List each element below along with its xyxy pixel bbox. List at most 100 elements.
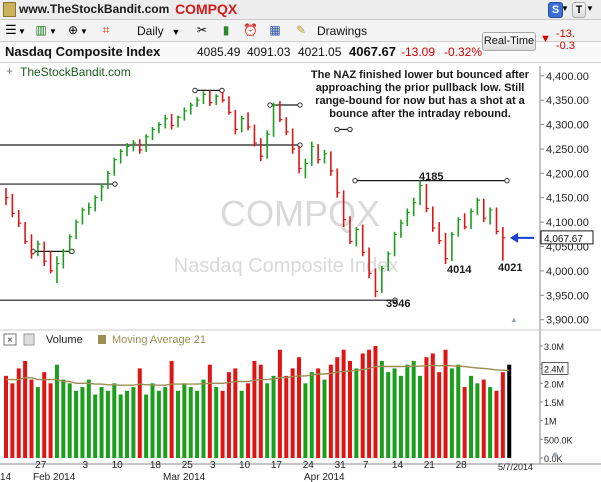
- x-tick-label: 14: [392, 460, 404, 471]
- volume-bar: [411, 360, 416, 458]
- volume-bar: [481, 379, 486, 458]
- social-t-button[interactable]: T: [572, 2, 586, 18]
- volume-tick-label: 1M: [544, 417, 557, 427]
- volume-bar: [475, 383, 480, 458]
- chevron-down-icon[interactable]: ▼: [561, 4, 569, 13]
- x-tick-label: 24: [303, 460, 315, 471]
- volume-bar: [226, 372, 231, 458]
- volume-bar: [354, 368, 359, 458]
- x-tick-label: 21: [424, 460, 436, 471]
- side-change: -13.: [556, 28, 575, 40]
- volume-bar: [42, 372, 47, 458]
- volume-bar: [418, 375, 423, 458]
- volume-bar: [386, 372, 391, 458]
- close-icon-glyph: ×: [7, 335, 13, 346]
- volume-bar: [335, 357, 340, 458]
- x-tick-label: 18: [150, 460, 162, 471]
- x-tick-label: 17: [271, 460, 283, 471]
- line-handle: [297, 102, 303, 108]
- volume-bar: [430, 353, 435, 458]
- volume-bar: [169, 360, 174, 458]
- chevron-down-icon[interactable]: ▼: [586, 4, 594, 13]
- chart-icon: [3, 2, 16, 17]
- y-tick-label: 4,150.00: [546, 193, 589, 205]
- symbol-label[interactable]: COMPQX: [175, 1, 238, 17]
- site-label: TheStockBandit.com: [20, 65, 131, 79]
- realtime-button[interactable]: Real-Time: [482, 32, 536, 51]
- volume-bar: [290, 368, 295, 458]
- toolbar: ☰ ▼ ▥ ▼ ⊕ ▼ ⌗ Daily ▼ ✂ ▮ ⏰ ▦ ✎ Drawings: [0, 20, 601, 42]
- plus-icon: +: [6, 64, 13, 78]
- volume-bar: [462, 387, 467, 458]
- last-price-label: 4,067.67: [544, 234, 583, 245]
- volume-bar: [156, 390, 161, 458]
- x-tick-label: 10: [112, 460, 124, 471]
- volume-bar: [86, 379, 91, 458]
- volume-bar: [118, 394, 123, 458]
- note-icon[interactable]: ✎: [295, 23, 307, 37]
- annotation-line: range-bound for now but has a shot at a: [315, 95, 525, 107]
- volume-bar: [500, 372, 505, 458]
- line-handle: [267, 102, 273, 108]
- volume-bar: [16, 368, 21, 458]
- watermark-symbol: COMPQX: [220, 193, 380, 234]
- volume-ma-box: [541, 361, 569, 375]
- volume-bar: [35, 387, 40, 458]
- volume-bar: [137, 368, 142, 458]
- blue-arrow-icon: [510, 232, 518, 243]
- x-tick-label: 10: [239, 460, 251, 471]
- chevron-down-icon[interactable]: ▼: [49, 27, 57, 36]
- overlay-icon[interactable]: ⌗: [102, 23, 110, 37]
- close-icon: [3, 333, 17, 346]
- y-tick-label: 4,400.00: [546, 71, 589, 83]
- x-month-label: Mar 2014: [163, 472, 206, 482]
- calendar-icon[interactable]: ▦: [269, 23, 281, 37]
- volume-bar: [316, 368, 321, 458]
- indicators-icon[interactable]: ▮: [222, 23, 230, 37]
- ma-legend-title: Moving Average 21: [112, 334, 206, 346]
- x-month-label: Feb 2014: [33, 472, 76, 482]
- y-tick-label: 3,900.00: [546, 315, 589, 327]
- volume-bar: [54, 364, 59, 458]
- volume-bar: [252, 360, 257, 458]
- level-label: 4021: [498, 262, 522, 274]
- quote-last: 4067.67: [349, 44, 396, 59]
- volume-bar: [398, 375, 403, 458]
- volume-tick-label: 1.5M: [544, 398, 564, 408]
- volume-bar: [322, 379, 327, 458]
- volume-bar: [195, 390, 200, 458]
- alarm-clock-icon[interactable]: ⏰: [243, 23, 258, 37]
- quote-change-pct: -0.32%: [444, 45, 483, 59]
- chevron-down-icon[interactable]: ▼: [171, 27, 181, 37]
- volume-bar: [4, 375, 8, 458]
- y-tick-label: 3,950.00: [546, 290, 589, 302]
- quote-low: 4021.05: [298, 45, 342, 59]
- volume-bar: [405, 364, 410, 458]
- drawings-button[interactable]: Drawings: [317, 24, 368, 38]
- title-bar: www.TheStockBandit.com COMPQX S ▼ T ▼: [0, 0, 601, 20]
- list-icon[interactable]: ☰: [5, 22, 17, 37]
- interval-select[interactable]: Daily: [137, 24, 164, 38]
- zoom-icon[interactable]: ⊕: [67, 23, 79, 37]
- volume-bar: [437, 372, 442, 458]
- chevron-down-icon[interactable]: ▼: [18, 27, 26, 36]
- volume-ma-line: [6, 364, 510, 386]
- volume-bar: [99, 387, 104, 458]
- y-tick-label: 4,050.00: [546, 242, 589, 254]
- volume-bar: [163, 387, 168, 458]
- line-handle: [347, 126, 353, 133]
- scroll-icon: ◆: [552, 450, 559, 459]
- chevron-down-icon[interactable]: ▼: [80, 27, 88, 36]
- volume-bar: [469, 375, 474, 458]
- volume-bar: [201, 379, 206, 458]
- annotation-line: The NAZ finished lower but bounced after: [311, 69, 530, 81]
- volume-tick-label: 2.4M: [544, 364, 564, 374]
- volume-bar: [494, 390, 499, 458]
- volume-bar: [367, 349, 372, 458]
- chart-type-icon[interactable]: ▥: [35, 23, 47, 37]
- volume-bar: [507, 364, 512, 458]
- social-s-button[interactable]: S: [548, 2, 563, 18]
- volume-bar: [131, 387, 136, 458]
- tools-icon[interactable]: ✂: [196, 23, 208, 37]
